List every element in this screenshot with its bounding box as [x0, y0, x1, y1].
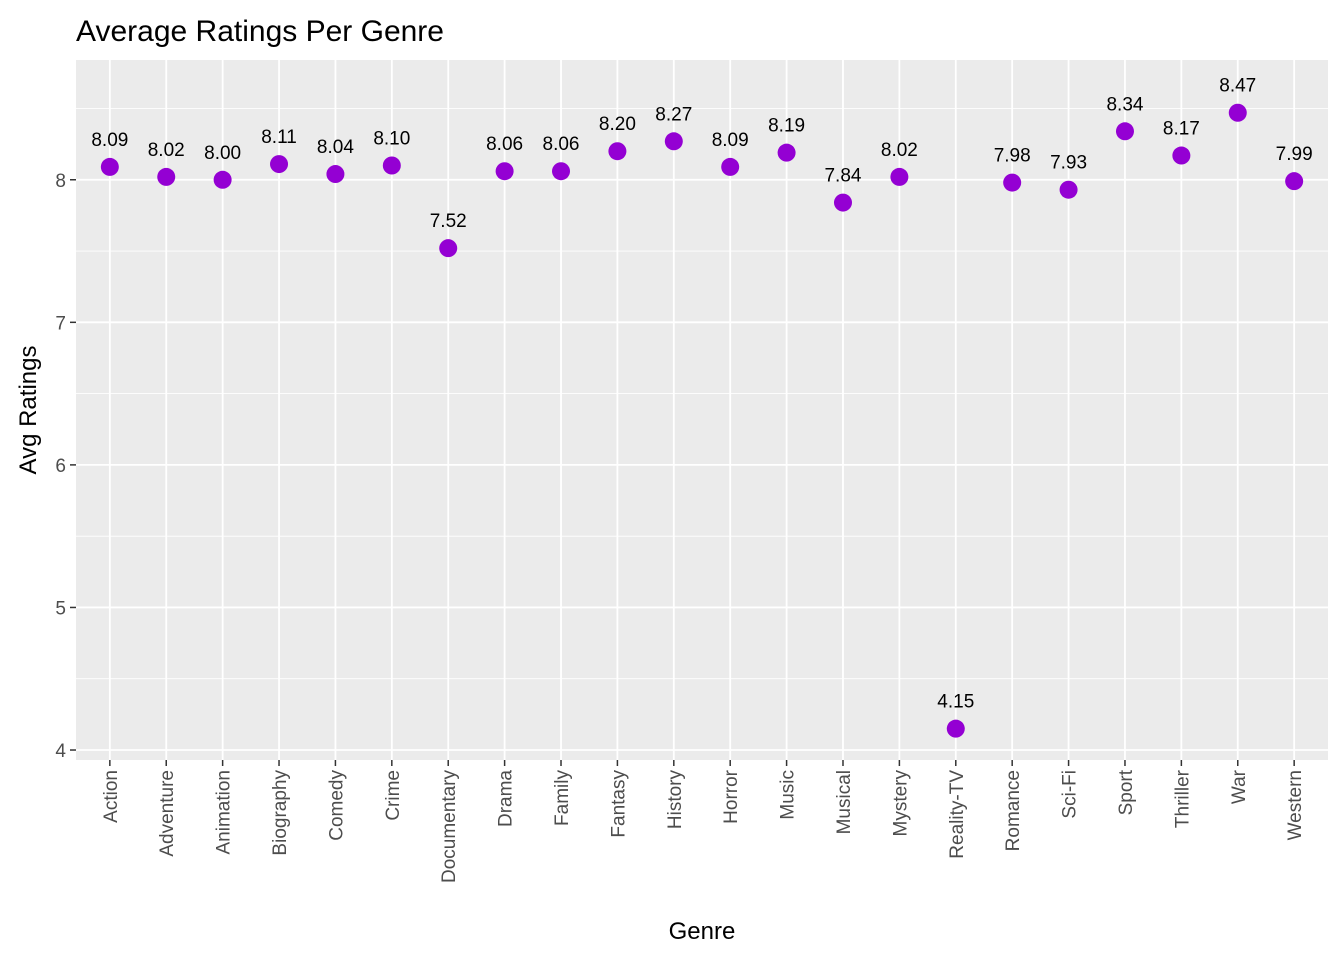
plot-panel [76, 60, 1328, 760]
y-tick-label: 6 [55, 456, 66, 477]
data-point [890, 167, 909, 186]
x-tick-label: Music [778, 770, 799, 820]
data-label: 8.02 [148, 140, 185, 161]
data-point [1228, 103, 1247, 122]
data-point [439, 239, 458, 258]
data-label: 4.15 [937, 692, 974, 713]
data-label: 8.04 [317, 137, 354, 158]
data-labels: 8.09 8.02 8.00 8.11 8.04 8.10 7.52 8.06 8.06 8.20… [91, 76, 1312, 713]
x-tick-label: Romance [1003, 770, 1024, 851]
y-tick-label: 8 [55, 171, 66, 192]
data-label: 8.34 [1106, 94, 1143, 115]
data-label: 7.84 [824, 166, 861, 187]
data-point [1003, 173, 1022, 192]
data-point [833, 193, 852, 212]
data-label: 8.19 [768, 116, 805, 137]
data-point [1059, 180, 1078, 199]
data-points [100, 103, 1304, 738]
x-tick-label: Mystery [890, 770, 911, 837]
data-label: 8.09 [91, 130, 128, 151]
data-point [946, 719, 965, 738]
data-label: 8.47 [1219, 76, 1256, 97]
data-label: 7.98 [994, 146, 1031, 167]
y-tick-label: 5 [55, 598, 66, 619]
data-point [382, 156, 401, 175]
data-point [664, 132, 683, 151]
data-point [608, 142, 627, 161]
data-label: 7.99 [1276, 144, 1313, 165]
data-label: 7.52 [430, 211, 467, 232]
x-tick-label: Sci-Fi [1060, 770, 1081, 819]
data-point [1172, 146, 1191, 165]
data-point [1285, 172, 1304, 191]
x-tick-label: History [665, 770, 686, 830]
data-label: 8.11 [261, 127, 297, 148]
x-tick-label: Western [1285, 770, 1306, 840]
data-label: 8.00 [204, 143, 241, 164]
y-axis-title: Avg Ratings [15, 346, 42, 475]
data-label: 7.93 [1050, 153, 1087, 174]
data-point [213, 170, 232, 189]
x-axis: Action Adventure Animation Biography Comedy C… [101, 760, 1306, 883]
data-point [721, 157, 740, 176]
x-tick-label: Fantasy [608, 770, 629, 838]
data-point [495, 162, 514, 181]
x-tick-label: Horror [721, 769, 742, 824]
data-label: 8.20 [599, 114, 636, 135]
y-axis: 4 5 6 7 8 [55, 171, 76, 762]
x-axis-title: Genre [669, 918, 736, 945]
data-point [1115, 122, 1134, 141]
x-tick-label: War [1229, 769, 1250, 804]
x-tick-label: Musical [834, 770, 855, 834]
data-label: 8.06 [543, 134, 580, 155]
y-tick-label: 4 [55, 741, 66, 762]
data-point [157, 167, 176, 186]
x-tick-label: Thriller [1172, 769, 1193, 828]
data-point [326, 165, 345, 184]
data-label: 8.06 [486, 134, 523, 155]
data-label: 8.17 [1163, 119, 1200, 140]
x-tick-label: Documentary [439, 770, 460, 883]
data-point [100, 157, 119, 176]
data-label: 8.02 [881, 140, 918, 161]
x-tick-label: Action [101, 770, 122, 823]
x-tick-label: Sport [1116, 769, 1137, 815]
y-tick-label: 7 [55, 313, 66, 334]
data-label: 8.10 [373, 128, 410, 149]
data-point [777, 143, 796, 162]
x-tick-label: Biography [270, 770, 291, 856]
x-tick-label: Reality-TV [947, 770, 968, 859]
x-tick-label: Adventure [157, 770, 178, 857]
x-tick-label: Animation [214, 770, 235, 855]
x-tick-label: Crime [383, 770, 404, 821]
chart-title: Average Ratings Per Genre [76, 15, 444, 48]
x-tick-label: Family [552, 770, 573, 826]
x-tick-label: Drama [496, 770, 517, 827]
data-point [270, 155, 289, 174]
data-label: 8.27 [655, 104, 692, 125]
data-point [552, 162, 571, 181]
x-tick-label: Comedy [326, 770, 347, 841]
data-label: 8.09 [712, 130, 749, 151]
